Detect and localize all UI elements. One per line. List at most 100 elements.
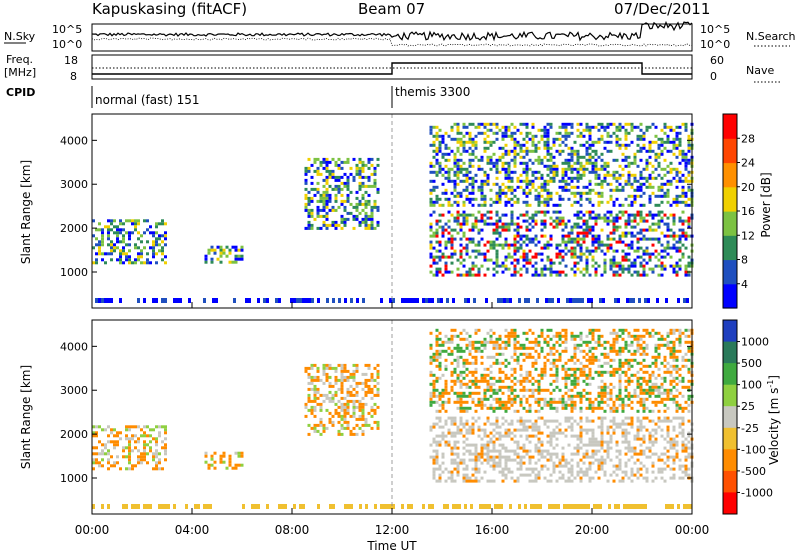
velocity-cell <box>474 464 478 468</box>
power-cell <box>663 146 667 150</box>
velocity-cell <box>648 440 652 444</box>
velocity-cell <box>639 397 643 401</box>
power-cell <box>367 166 371 170</box>
power-cell <box>558 179 562 183</box>
velocity-cell <box>576 343 580 347</box>
power-cell <box>681 152 685 156</box>
power-ground-cell <box>263 298 266 303</box>
velocity-cell <box>591 406 595 410</box>
velocity-cell <box>498 337 502 341</box>
power-cell <box>645 185 649 189</box>
velocity-cell <box>516 379 520 383</box>
power-cell <box>618 273 622 277</box>
power-ground-cell <box>308 298 311 303</box>
velocity-cell <box>474 470 478 474</box>
power-cell <box>624 252 628 256</box>
velocity-cell <box>140 458 143 462</box>
velocity-cell <box>528 406 532 410</box>
power-cell <box>645 167 649 171</box>
velocity-cell <box>128 449 131 453</box>
velocity-cell <box>624 440 628 444</box>
power-cell <box>588 213 592 217</box>
power-cell <box>549 261 553 265</box>
velocity-cell <box>307 423 311 427</box>
power-cell <box>654 222 658 226</box>
power-cell <box>340 220 344 224</box>
velocity-cell <box>110 464 113 468</box>
velocity-cell <box>567 443 571 447</box>
power-cell <box>474 179 478 183</box>
power-cell <box>358 172 362 176</box>
velocity-cell <box>597 449 601 453</box>
power-cell <box>307 226 311 230</box>
power-cell <box>364 163 368 167</box>
power-ground-cell <box>629 298 632 303</box>
velocity-cell <box>657 467 661 471</box>
power-cell <box>642 137 646 141</box>
power-cell <box>465 252 469 256</box>
velocity-cell <box>573 367 577 371</box>
velocity-cell <box>594 452 598 456</box>
power-cell <box>489 143 493 147</box>
velocity-cell <box>483 422 487 426</box>
power-cell <box>615 213 619 217</box>
power-cell <box>582 252 586 256</box>
velocity-cell <box>507 431 511 435</box>
power-cell <box>125 258 128 262</box>
velocity-cell <box>319 420 323 424</box>
velocity-cell <box>642 476 646 480</box>
power-cell <box>579 191 583 195</box>
velocity-cell <box>606 340 610 344</box>
velocity-cell <box>543 449 547 453</box>
power-cell <box>435 161 439 165</box>
power-cell <box>125 252 128 256</box>
velocity-cell <box>471 382 475 386</box>
velocity-cell <box>307 387 311 391</box>
velocity-cell <box>477 479 481 483</box>
power-cell <box>370 217 374 221</box>
velocity-cell <box>546 467 550 471</box>
velocity-cell <box>453 479 457 483</box>
power-cell <box>501 125 505 129</box>
power-cell <box>582 173 586 177</box>
power-colorbar-tick-label-1: 24 <box>741 157 755 170</box>
velocity-cell <box>534 461 538 465</box>
velocity-cell <box>603 416 607 420</box>
velocity-cell <box>504 467 508 471</box>
velocity-cell <box>465 473 469 477</box>
power-cell <box>648 176 652 180</box>
power-cell <box>633 219 637 223</box>
power-cell <box>540 134 544 138</box>
power-cell <box>528 261 532 265</box>
velocity-cell <box>438 394 442 398</box>
velocity-cell <box>128 458 131 462</box>
velocity-cell <box>573 394 577 398</box>
power-colorbar-tick-label-6: 4 <box>741 278 748 291</box>
noise-search-line <box>91 37 693 47</box>
power-cell <box>630 203 634 207</box>
velocity-cell <box>164 449 167 453</box>
power-cell <box>618 125 622 129</box>
power-cell <box>627 213 631 217</box>
power-cell <box>543 143 547 147</box>
velocity-cell <box>519 379 523 383</box>
power-cell <box>615 158 619 162</box>
velocity-cell <box>462 400 466 404</box>
velocity-cell <box>564 479 568 483</box>
velocity-cell <box>498 376 502 380</box>
velocity-cell <box>492 391 496 395</box>
velocity-cell <box>444 349 448 353</box>
power-cell <box>534 255 538 259</box>
velocity-cell <box>474 382 478 386</box>
power-cell <box>325 217 329 221</box>
velocity-cell <box>651 388 655 392</box>
velocity-cell <box>510 470 514 474</box>
velocity-cell <box>666 458 670 462</box>
velocity-cell <box>489 328 493 332</box>
power-cell <box>134 261 137 265</box>
velocity-cell <box>373 411 377 415</box>
velocity-cell <box>681 443 685 447</box>
velocity-cell <box>474 458 478 462</box>
power-cell <box>531 185 535 189</box>
power-cell <box>501 134 505 138</box>
